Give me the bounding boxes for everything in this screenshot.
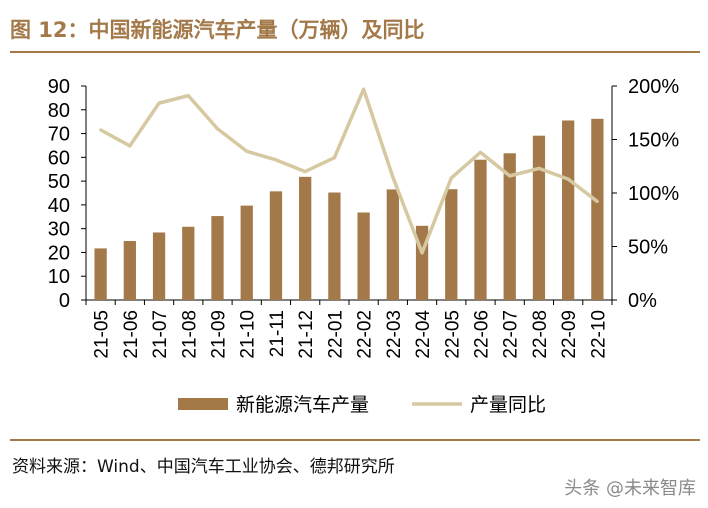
legend-bar-label: 新能源汽车产量 bbox=[236, 394, 369, 416]
yoy-line bbox=[99, 87, 599, 255]
line-point bbox=[508, 174, 512, 178]
bar bbox=[299, 176, 312, 300]
x-tick-label: 22-10 bbox=[588, 310, 609, 359]
x-tick-label: 22-05 bbox=[442, 310, 463, 359]
source-note: 资料来源：Wind、中国汽车工业协会、德邦研究所 bbox=[12, 457, 395, 477]
y-left-tick-label: 70 bbox=[48, 124, 70, 146]
y-right-tick-label: 150% bbox=[628, 130, 679, 152]
line-point bbox=[595, 200, 599, 204]
bar bbox=[532, 135, 546, 300]
bar bbox=[328, 192, 341, 300]
x-tick-label: 22-01 bbox=[325, 310, 346, 359]
bar bbox=[182, 226, 195, 300]
y-left-tick-label: 80 bbox=[48, 100, 70, 122]
x-tick-label: 21-12 bbox=[296, 310, 317, 359]
bar bbox=[445, 189, 458, 300]
title-divider bbox=[10, 51, 700, 53]
bar bbox=[94, 248, 107, 300]
y-left-tick-label: 60 bbox=[48, 147, 70, 169]
y-right-tick-label: 200% bbox=[628, 76, 679, 98]
line-point bbox=[537, 166, 541, 170]
y-right-tick-label: 100% bbox=[628, 183, 679, 205]
x-tick-label: 21-05 bbox=[92, 310, 113, 359]
bar bbox=[123, 241, 136, 300]
bar bbox=[240, 205, 253, 300]
bar bbox=[591, 118, 604, 301]
bar bbox=[386, 189, 399, 300]
x-tick-label: 21-10 bbox=[238, 310, 259, 359]
bar bbox=[503, 153, 516, 300]
bar-series bbox=[94, 118, 604, 301]
line-point bbox=[157, 101, 161, 105]
y-left-tick-label: 40 bbox=[48, 195, 70, 217]
bar bbox=[562, 120, 575, 300]
legend-bar-swatch bbox=[178, 398, 228, 410]
x-tick-label: 22-03 bbox=[384, 310, 405, 359]
bar bbox=[357, 212, 370, 300]
bar bbox=[474, 159, 487, 300]
x-tick-label: 22-07 bbox=[501, 310, 522, 359]
line-point bbox=[128, 144, 132, 148]
bar bbox=[269, 191, 283, 300]
x-tick-label: 22-08 bbox=[530, 310, 551, 359]
x-tick-label: 22-02 bbox=[355, 310, 376, 359]
x-tick-label: 21-08 bbox=[179, 310, 200, 359]
line-point bbox=[274, 158, 278, 162]
y-left-tick-label: 30 bbox=[48, 219, 70, 241]
line-point bbox=[332, 156, 336, 160]
watermark: 头条 @未来智库 bbox=[564, 478, 696, 499]
x-tick-label: 22-09 bbox=[559, 310, 580, 359]
source-divider bbox=[10, 439, 700, 441]
line-point bbox=[216, 127, 219, 131]
line-point bbox=[391, 175, 395, 179]
x-tick-label: 21-07 bbox=[150, 310, 171, 359]
line-point bbox=[362, 87, 366, 91]
line-series bbox=[99, 87, 599, 255]
line-point bbox=[449, 176, 453, 180]
y-left-tick-label: 90 bbox=[48, 76, 70, 98]
line-point bbox=[99, 128, 103, 132]
line-point bbox=[479, 150, 482, 154]
y-left-tick-label: 50 bbox=[48, 171, 70, 193]
x-tick-label: 21-09 bbox=[209, 310, 230, 359]
y-left-tick-label: 20 bbox=[48, 242, 70, 264]
legend: 新能源汽车产量 产量同比 bbox=[178, 394, 546, 416]
x-tick-label: 22-04 bbox=[413, 310, 434, 359]
line-point bbox=[420, 251, 424, 255]
x-tick-label: 21-06 bbox=[121, 310, 142, 359]
bar bbox=[152, 232, 166, 300]
x-tick-labels: 21-05 21-06 21-07 21-08 21-09 21-10 21-11 21-12… bbox=[92, 310, 610, 359]
y-left-tick-label: 10 bbox=[48, 266, 70, 288]
x-tick-label: 22-06 bbox=[472, 310, 493, 359]
line-point bbox=[245, 149, 249, 153]
bar bbox=[211, 216, 224, 300]
line-point bbox=[566, 177, 570, 181]
line-point bbox=[303, 170, 307, 174]
x-tick-label: 21-11 bbox=[267, 310, 288, 357]
figure-title: 图 12：中国新能源汽车产量（万辆）及同比 bbox=[10, 18, 425, 42]
y-right-tick-label: 50% bbox=[628, 237, 668, 259]
legend-line-label: 产量同比 bbox=[470, 394, 546, 416]
y-right-tick-label: 0% bbox=[628, 290, 657, 312]
y-left-tick-label: 0 bbox=[59, 290, 70, 312]
line-point bbox=[186, 94, 190, 98]
